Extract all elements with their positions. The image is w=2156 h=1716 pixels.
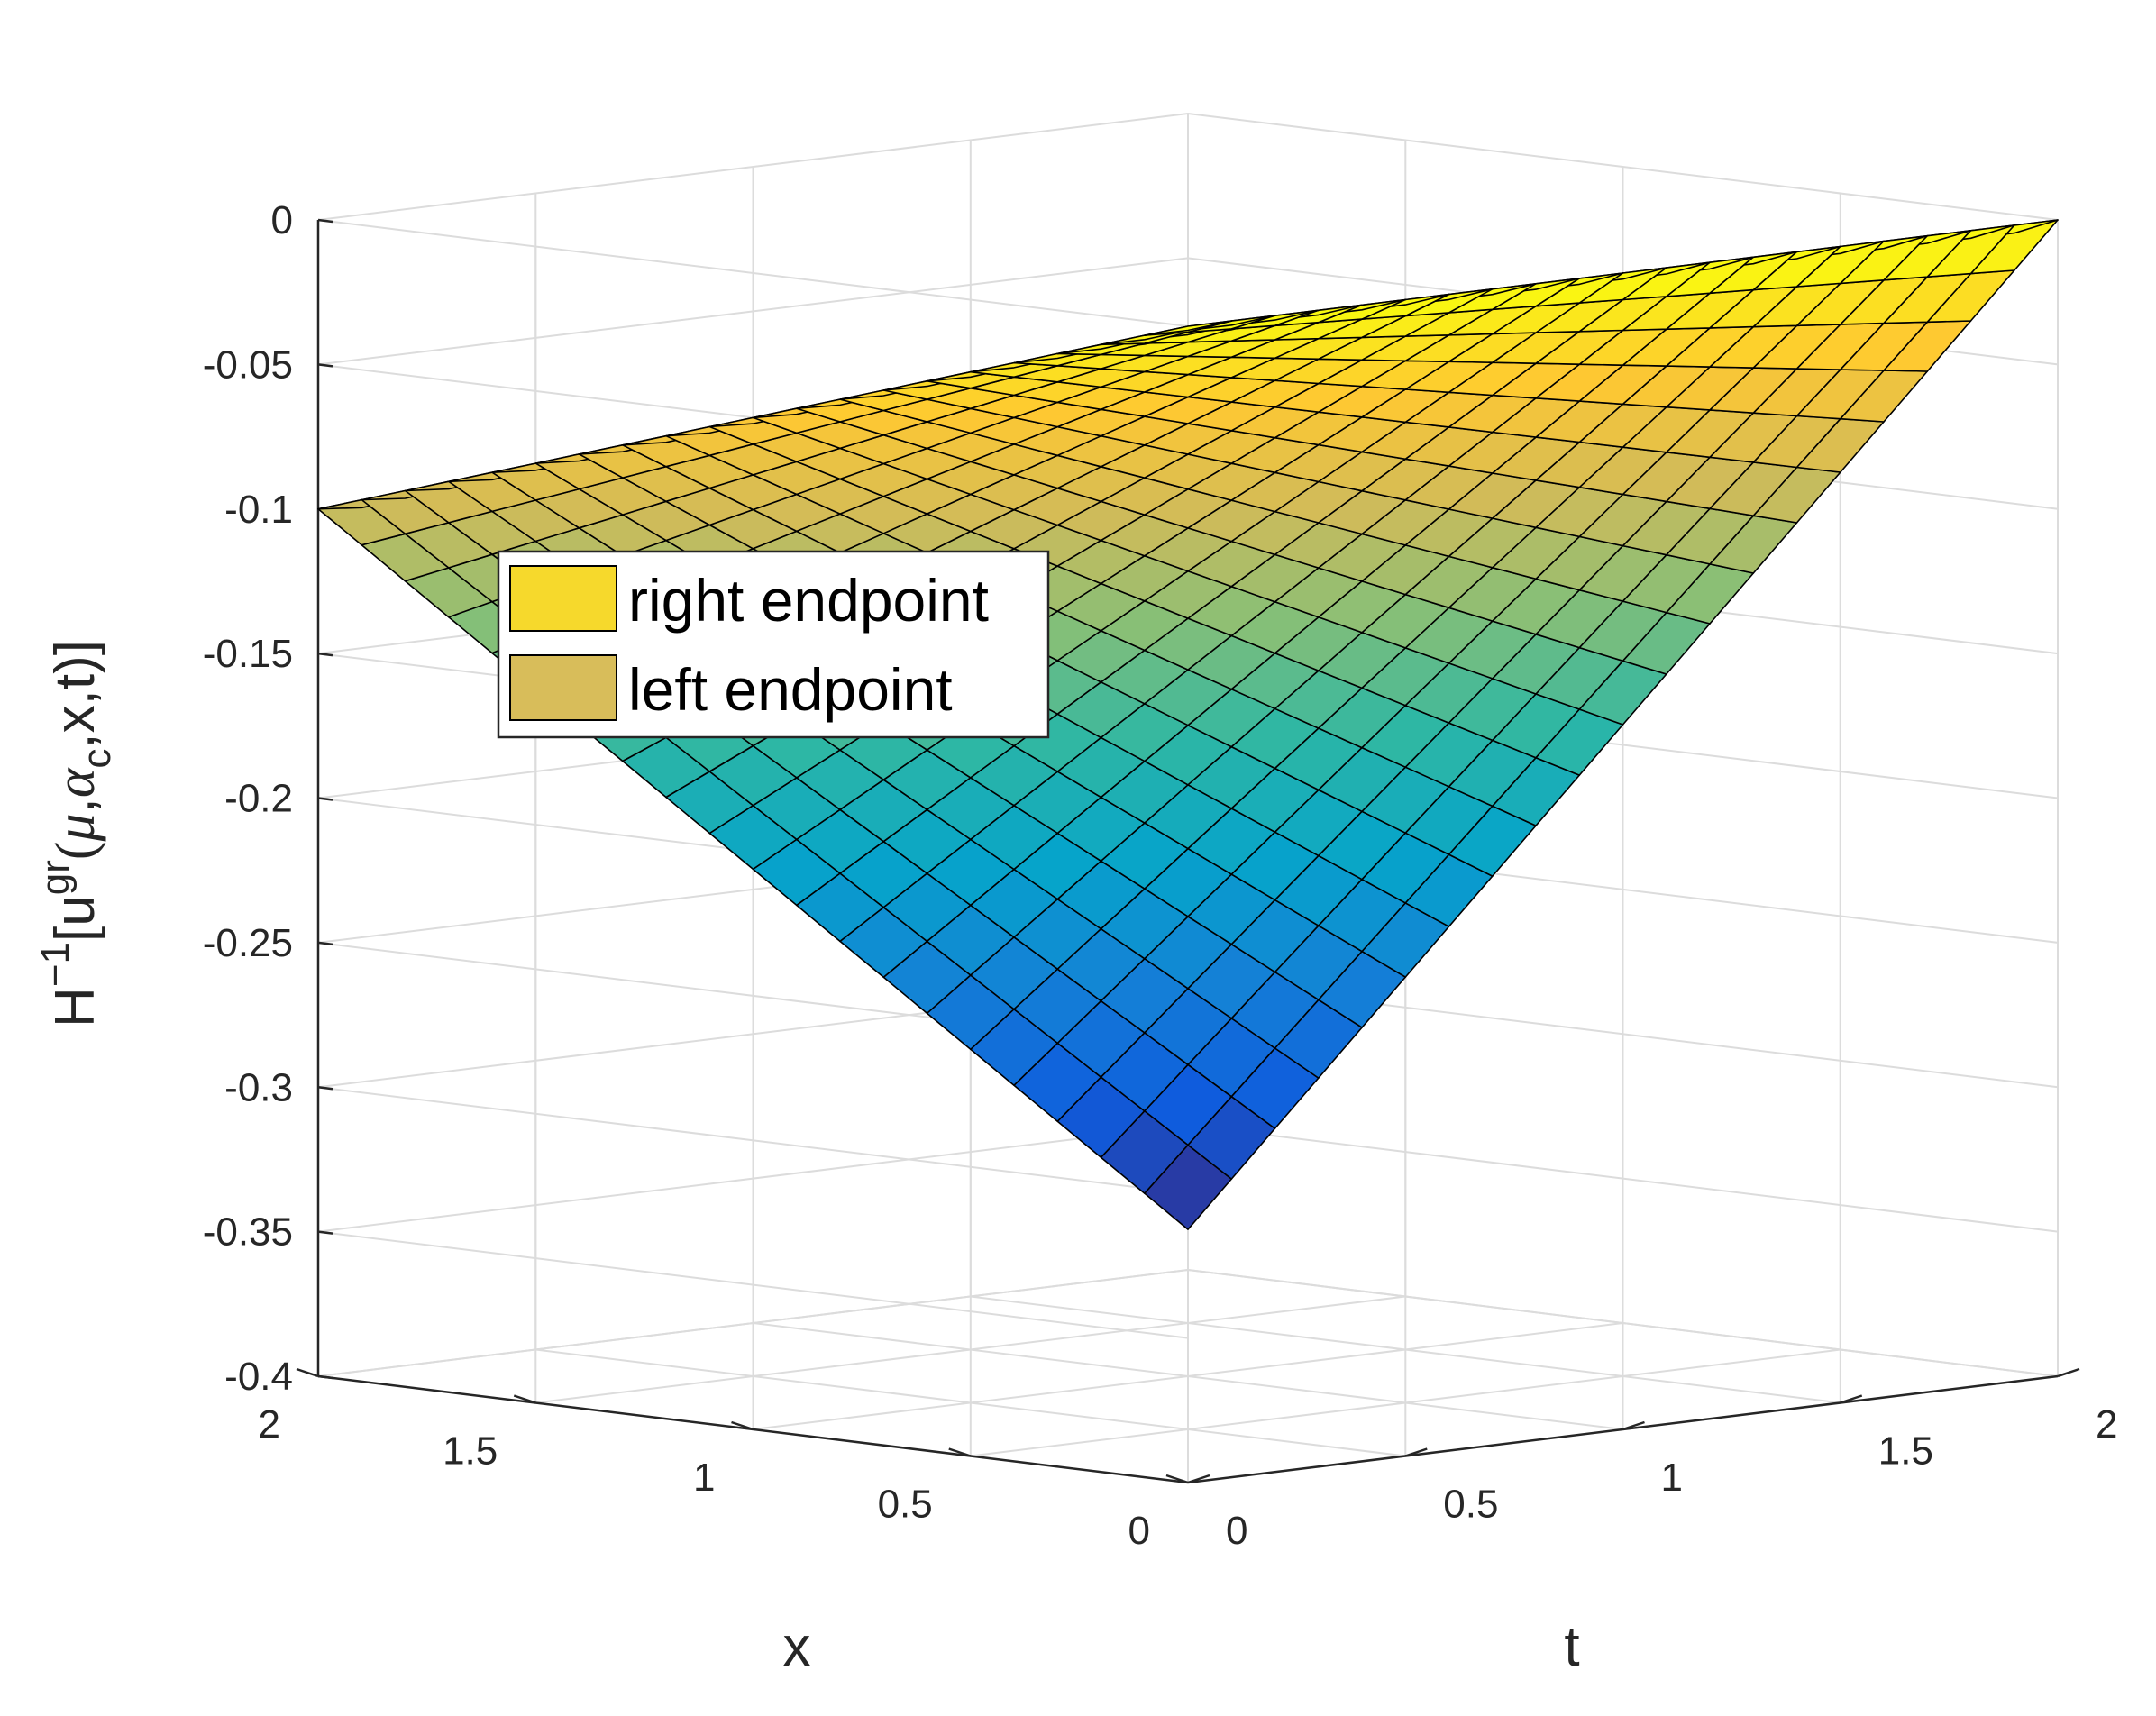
surface-1-cell-0-0: [1144, 320, 1233, 336]
t-tick-mark-4: [2057, 1367, 2080, 1378]
x-tick-label-1: 0.5: [878, 1483, 933, 1527]
z-label-paren-open: (: [45, 842, 106, 861]
x-tick-mark-0: [1165, 1474, 1189, 1484]
z-tick-mark-6: [317, 1086, 333, 1091]
legend-label-left-endpoint: left endpoint: [628, 656, 953, 723]
t-tick-label-4: 2: [2096, 1402, 2117, 1447]
x-tick-mark-1: [948, 1447, 972, 1457]
z-tick-mark-8: [317, 1374, 333, 1380]
z-tick-mark-1: [317, 363, 333, 368]
x-tick-label-2: 1: [693, 1456, 715, 1500]
z-label-mid: [u: [44, 895, 106, 942]
z-tick-label-8: -0.4: [224, 1355, 293, 1399]
z-tick-label-0: 0: [271, 198, 293, 242]
legend: right endpoint left endpoint: [497, 550, 1050, 739]
z-label-rest: ,x,t)]: [44, 640, 106, 749]
z-label-mu: μ: [45, 813, 106, 842]
z-tick-label-6: -0.3: [224, 1065, 293, 1109]
z-tick-label-2: -0.1: [224, 488, 293, 532]
t-tick-label-0: 0: [1226, 1509, 1247, 1553]
axis-lines: [296, 218, 2080, 1484]
t-axis-label: t: [1564, 1616, 1579, 1678]
z-tick-mark-0: [317, 218, 333, 224]
t-tick-mark-1: [1404, 1447, 1428, 1457]
z-tick-mark-7: [317, 1230, 333, 1235]
x-tick-label-4: 2: [259, 1402, 280, 1447]
x-axis-label: x: [783, 1616, 811, 1678]
surfaces: [317, 219, 2059, 1230]
t-tick-label-2: 1: [1661, 1456, 1683, 1500]
z-label-alpha: α: [45, 767, 106, 798]
x-tick-mark-2: [731, 1420, 754, 1431]
t-tick-mark-0: [1187, 1474, 1210, 1484]
x-tick-label-0: 0: [1128, 1509, 1150, 1553]
t-tick-mark-3: [1840, 1394, 1863, 1404]
z-tick-label-5: -0.25: [203, 921, 293, 965]
x-tick-mark-4: [296, 1367, 319, 1378]
x-tick-mark-3: [513, 1394, 536, 1404]
z-tick-mark-4: [317, 797, 333, 801]
t-tick-label-3: 1.5: [1878, 1429, 1933, 1474]
legend-swatch-left-endpoint: [509, 654, 617, 721]
z-tick-label-1: -0.05: [203, 342, 293, 387]
t-tick-mark-2: [1622, 1420, 1645, 1431]
z-tick-mark-5: [317, 941, 333, 946]
z-label-comma1: ,: [44, 798, 106, 813]
z-label-sup1: −1: [33, 942, 78, 987]
tick-labels: 0 -0.05 -0.1 -0.15 -0.2 -0.25 -0.3 -0.35 -0.4 0 0.…: [203, 198, 2118, 1553]
z-axis-label: H−1[ugr(μ,αc,x,t)]: [33, 640, 119, 1027]
z-label-sub: c: [75, 749, 119, 769]
t-tick-label-1: 0.5: [1443, 1483, 1498, 1527]
z-label-base: H: [44, 987, 106, 1027]
z-tick-label-7: -0.35: [203, 1210, 293, 1255]
z-label-sup2: gr: [33, 860, 78, 895]
legend-swatch-right-endpoint: [509, 565, 617, 632]
z-tick-label-3: -0.15: [203, 632, 293, 676]
x-tick-label-3: 1.5: [443, 1429, 498, 1474]
z-tick-mark-3: [317, 652, 333, 657]
legend-label-right-endpoint: right endpoint: [628, 567, 989, 634]
z-tick-label-4: -0.2: [224, 777, 293, 821]
